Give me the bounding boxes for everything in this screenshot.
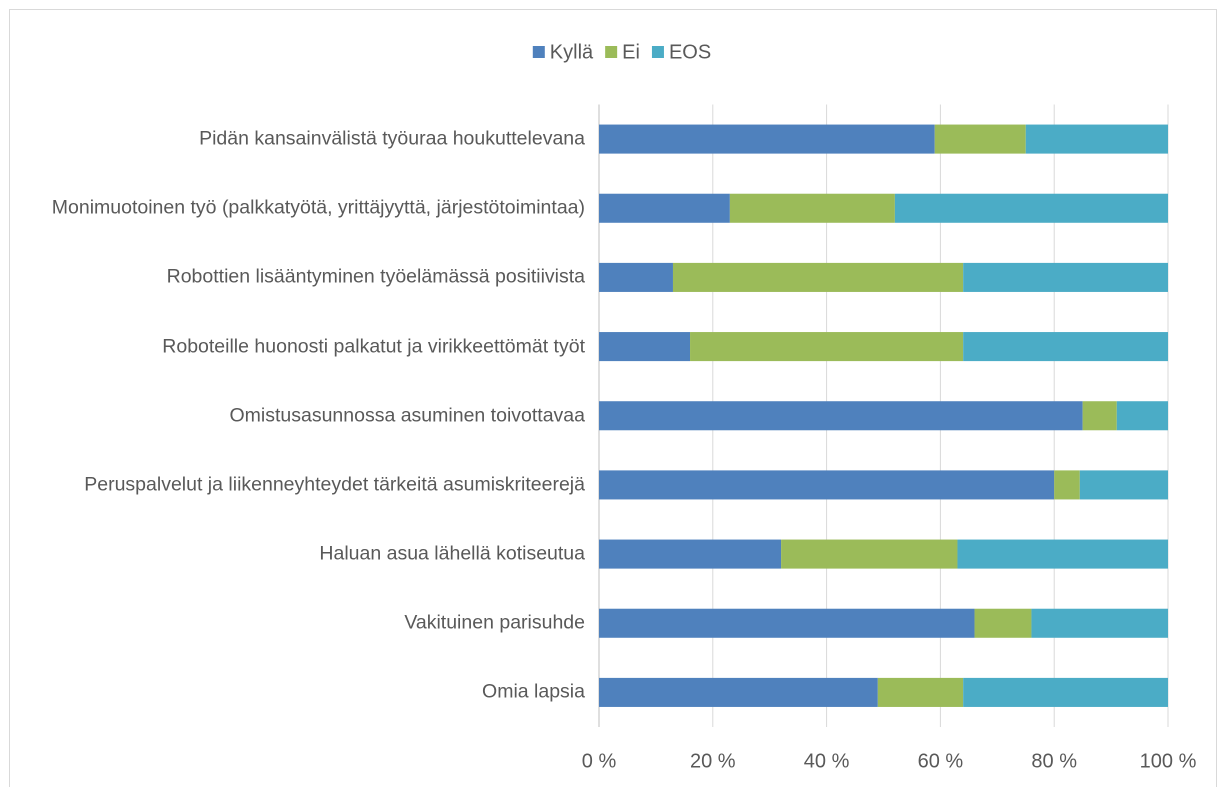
y-label-box: Omistusasunnossa asuminen toivottavaa	[10, 403, 585, 428]
bar-segment	[599, 193, 730, 223]
bar-segment	[672, 262, 964, 292]
x-tick-label: 100 %	[1140, 750, 1197, 772]
bar-segment	[599, 124, 935, 154]
bar-segment	[690, 332, 964, 362]
y-tick-label: Vakituinen parisuhde	[404, 611, 585, 634]
y-tick-label: Haluan asua lähellä kotiseutua	[319, 542, 585, 565]
legend-swatch	[532, 46, 545, 58]
y-tick-label: Monimuotoinen työ (palkkatyötä, yrittäjy…	[51, 196, 585, 219]
bar-segment	[1054, 470, 1080, 500]
legend-label: Ei	[622, 41, 640, 63]
bar-segment	[781, 539, 958, 569]
bar-segment	[963, 332, 1168, 362]
y-tick-label: Omistusasunnossa asuminen toivottavaa	[229, 404, 585, 427]
y-tick-label: Robottien lisääntyminen työelämässä posi…	[166, 265, 585, 288]
bar-segment	[599, 608, 975, 638]
bar-segment	[599, 539, 782, 569]
y-label-box: Robottien lisääntyminen työelämässä posi…	[10, 265, 585, 290]
legend-label: EOS	[669, 41, 711, 63]
bar-segment	[599, 401, 1083, 431]
y-label-box: Pidän kansainvälistä työuraa houkuttelev…	[10, 126, 585, 151]
bar-segment	[1031, 608, 1168, 638]
y-tick-label: Pidän kansainvälistä työuraa houkuttelev…	[199, 127, 585, 150]
y-label-box: Monimuotoinen työ (palkkatyötä, yrittäjy…	[10, 196, 585, 221]
bar-segment	[599, 677, 878, 707]
bar-segment	[1082, 401, 1117, 431]
legend-swatch	[651, 46, 664, 58]
y-tick-label: Omia lapsia	[482, 680, 585, 703]
legend-swatch	[605, 46, 618, 58]
y-label-box: Peruspalvelut ja liikenneyhteydet tärkei…	[10, 472, 585, 497]
y-label-box: Haluan asua lähellä kotiseutua	[10, 541, 585, 566]
bar-segment	[894, 193, 1168, 223]
chart-border	[9, 9, 1217, 787]
y-label-box: Omia lapsia	[10, 680, 585, 705]
bar-segment	[599, 262, 673, 292]
y-label-box: Roboteille huonosti palkatut ja virikkee…	[10, 334, 585, 359]
y-tick-label: Peruspalvelut ja liikenneyhteydet tärkei…	[84, 473, 585, 496]
bar-segment	[934, 124, 1026, 154]
y-label-box: Vakituinen parisuhde	[10, 611, 585, 636]
bar-segment	[957, 539, 1168, 569]
y-tick-label: Roboteille huonosti palkatut ja virikkee…	[162, 334, 585, 357]
bar-segment	[963, 677, 1168, 707]
bar-segment	[599, 332, 691, 362]
bar-segment	[877, 677, 964, 707]
bar-segment	[963, 262, 1168, 292]
x-tick-label: 80 %	[1031, 750, 1077, 772]
bar-segment	[729, 193, 895, 223]
bar-segment	[974, 608, 1032, 638]
x-tick-label: 60 %	[918, 750, 964, 772]
bar-segment	[1025, 124, 1168, 154]
x-tick-label: 20 %	[690, 750, 736, 772]
x-tick-label: 40 %	[804, 750, 850, 772]
x-tick-label: 0 %	[582, 750, 617, 772]
legend-label: Kyllä	[550, 41, 594, 63]
bar-segment	[1116, 401, 1168, 431]
bar-segment	[1079, 470, 1168, 500]
bar-segment	[599, 470, 1055, 500]
